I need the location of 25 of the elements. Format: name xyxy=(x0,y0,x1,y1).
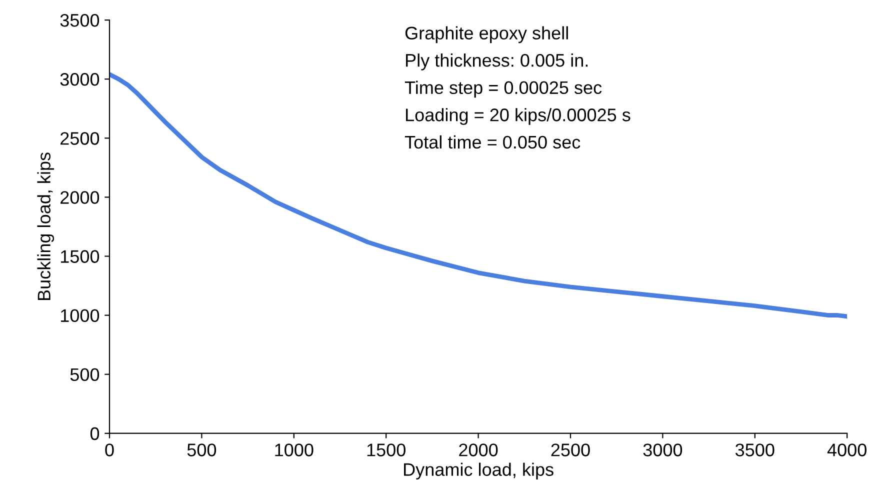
y-tick-label: 0 xyxy=(90,427,100,440)
x-tick-label: 500 xyxy=(187,444,216,456)
y-tick-label: 500 xyxy=(70,368,100,382)
annotation: Time step = 0.00025 sec xyxy=(404,80,602,98)
x-tick-label: 4000 xyxy=(827,444,866,456)
y-tick-label: 3000 xyxy=(60,73,100,86)
x-tick-label: 2500 xyxy=(551,444,590,456)
annotation: Ply thickness: 0.005 in. xyxy=(406,54,588,70)
x-tick-label: 2000 xyxy=(459,444,498,456)
y-tick-label: 1000 xyxy=(60,309,100,322)
x-tick-label: 3000 xyxy=(643,444,682,456)
y-tick-label: 2500 xyxy=(60,132,100,145)
y-tick-label: 2000 xyxy=(60,191,100,204)
y-tick-label: 3500 xyxy=(60,14,100,27)
annotation: Graphite epoxy shell xyxy=(405,26,568,44)
x-tick-label: 0 xyxy=(105,444,114,456)
line-series xyxy=(110,72,848,319)
annotation: Loading = 20 kips/0.00025 s xyxy=(406,108,630,125)
x-tick-label: 1000 xyxy=(275,444,314,456)
x-tick-label: 1500 xyxy=(367,444,406,456)
annotation: Total time = 0.050 sec xyxy=(404,135,580,149)
y-axis-title: Buckling load, kips xyxy=(37,152,54,300)
x-axis-title: Dynamic load, kips xyxy=(404,462,554,480)
x-tick-label: 3500 xyxy=(736,444,774,456)
y-tick-label: 1500 xyxy=(60,250,100,263)
